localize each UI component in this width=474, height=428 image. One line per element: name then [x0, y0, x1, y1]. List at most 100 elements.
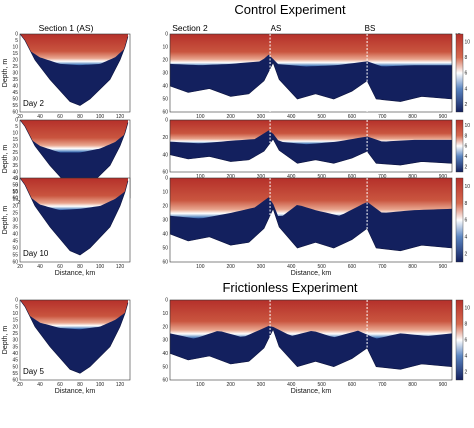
colorbar-tick-label: 8 — [465, 201, 468, 207]
x-tick-label: 300 — [257, 264, 266, 270]
y-tick-label: 60 — [162, 260, 168, 266]
y-tick-label: 5 — [15, 304, 18, 310]
y-tick-label: 40 — [162, 351, 168, 357]
y-tick-label: 60 — [12, 378, 18, 384]
y-tick-label: 50 — [162, 364, 168, 370]
x-tick-label: 900 — [439, 174, 448, 180]
colorbar-tick-label: 8 — [465, 55, 468, 61]
colorbar-tick-label: 10 — [465, 306, 471, 312]
bathymetry-line — [169, 138, 453, 166]
day-label: Day 5 — [23, 367, 44, 376]
panel-frictionless-day5-section1: 20 40 60 80 100 120051015202530354045505560De… — [2, 298, 131, 395]
x-tick-label: 60 — [57, 382, 63, 388]
y-tick-label: 0 — [165, 176, 168, 182]
x-tick-label: 400 — [287, 264, 296, 270]
x-tick-label: 200 — [226, 264, 235, 270]
y-tick-label: 35 — [12, 344, 18, 350]
y-tick-label: 20 — [12, 324, 18, 330]
panel-frame — [169, 33, 453, 113]
y-tick-label: 25 — [12, 211, 18, 217]
x-tick-label: 600 — [348, 382, 357, 388]
warm-surface-layer — [20, 34, 128, 66]
y-axis-label: Depth, m — [2, 145, 9, 174]
frictionless-title: Frictionless Experiment — [222, 280, 357, 295]
panel-control-day2-section1: 20 40 60 80 100 120051015202530354045505560De… — [2, 32, 131, 120]
y-tick-label: 55 — [12, 103, 18, 109]
control-title: Control Experiment — [234, 2, 346, 17]
y-tick-label: 0 — [15, 32, 18, 38]
bathymetry-line — [169, 207, 453, 252]
colorbar-tick-label: 2 — [465, 102, 468, 108]
x-tick-label: 700 — [378, 264, 387, 270]
panel-frictionless-day5-section2: 100 200 300 400 500 600 700 800 900 0 10 20 30 40 50 60… — [162, 298, 470, 395]
y-tick-label: 10 — [162, 45, 168, 51]
colorbar — [455, 299, 464, 381]
bathymetry-line — [169, 328, 453, 370]
x-tick-label: 100 — [196, 174, 205, 180]
x-tick-label: 700 — [378, 174, 387, 180]
y-tick-label: 0 — [165, 32, 168, 38]
y-tick-label: 10 — [162, 311, 168, 317]
x-tick-label: 900 — [439, 114, 448, 120]
x-tick-label: 100 — [96, 114, 105, 120]
day-label: Day 2 — [23, 99, 44, 108]
y-tick-label: 10 — [12, 190, 18, 196]
y-tick-label: 30 — [12, 338, 18, 344]
y-tick-label: 40 — [12, 170, 18, 176]
x-tick-label: 600 — [348, 114, 357, 120]
colorbar-tick-label: 6 — [465, 71, 468, 77]
y-tick-label: 20 — [162, 135, 168, 141]
panel-frame — [169, 177, 453, 263]
y-tick-label: 45 — [12, 176, 18, 182]
y-tick-label: 40 — [162, 152, 168, 158]
y-axis-label: Depth, m — [2, 206, 9, 235]
x-tick-label: 80 — [77, 114, 83, 120]
y-tick-label: 35 — [12, 225, 18, 231]
x-tick-label: 500 — [317, 174, 326, 180]
x-tick-label: 800 — [408, 174, 417, 180]
y-tick-label: 30 — [12, 218, 18, 224]
y-tick-label: 25 — [12, 150, 18, 156]
x-tick-label: 100 — [96, 264, 105, 270]
x-tick-label: 700 — [378, 382, 387, 388]
panel-frame — [19, 33, 131, 113]
x-tick-label: 20 — [17, 264, 23, 270]
colorbar-tick-label: 6 — [465, 144, 468, 150]
y-tick-label: 40 — [12, 232, 18, 238]
y-tick-label: 25 — [12, 64, 18, 70]
section2-label: Section 2 — [172, 23, 208, 33]
panel-control-day10-section1: 20 40 60 80 100 120051015202530354045505560De… — [2, 176, 131, 277]
y-tick-label: 60 — [162, 110, 168, 116]
x-tick-label: 100 — [196, 264, 205, 270]
y-axis-label: Depth, m — [2, 59, 9, 88]
marker-as-label: AS — [271, 24, 282, 33]
colorbar-tick-label: 8 — [465, 133, 468, 139]
y-tick-label: 0 — [15, 298, 18, 304]
y-tick-label: 60 — [12, 196, 18, 202]
x-tick-label: 80 — [77, 382, 83, 388]
x-tick-label: 200 — [226, 174, 235, 180]
x-tick-label: 120 — [116, 264, 125, 270]
y-tick-label: 30 — [162, 218, 168, 224]
y-tick-label: 50 — [162, 97, 168, 103]
y-tick-label: 50 — [12, 246, 18, 252]
y-tick-label: 60 — [162, 378, 168, 384]
colorbar-tick-label: 10 — [465, 40, 471, 46]
y-tick-label: 35 — [12, 163, 18, 169]
y-tick-label: 20 — [12, 144, 18, 150]
colorbar-tick-label: 10 — [465, 184, 471, 190]
marker-bs-label: BS — [365, 24, 376, 33]
section1-label: Section 1 (AS) — [39, 23, 94, 33]
colorbar-tick-label: 6 — [465, 338, 468, 344]
x-tick-label: 200 — [226, 114, 235, 120]
x-tick-label: 20 — [17, 382, 23, 388]
warm-surface-layer — [170, 178, 452, 219]
y-tick-label: 10 — [12, 311, 18, 317]
y-tick-label: 5 — [15, 124, 18, 130]
x-axis-label: Distance, km — [291, 270, 332, 277]
y-tick-label: 40 — [162, 232, 168, 238]
y-tick-label: 15 — [12, 137, 18, 143]
colorbar-tick-label: 4 — [465, 154, 468, 160]
colorbar-tick-label: 2 — [465, 165, 468, 171]
